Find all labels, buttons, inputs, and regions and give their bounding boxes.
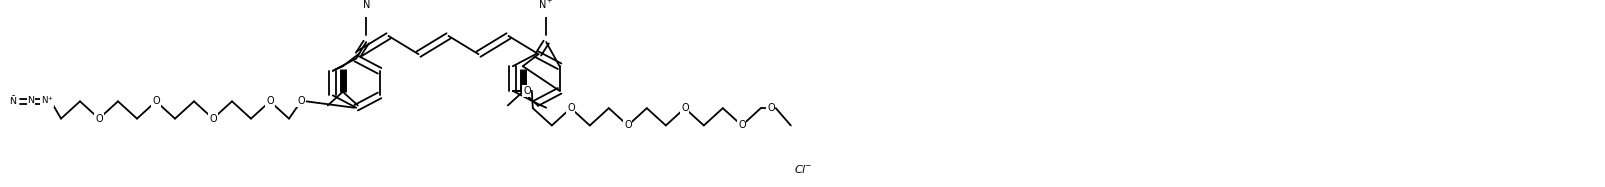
Text: O: O [738,120,745,131]
Text: O: O [767,103,774,113]
Text: O: O [209,114,217,124]
Text: $\mathsf{N^{+}}$: $\mathsf{N^{+}}$ [40,95,53,106]
Text: O: O [523,86,530,96]
Text: O: O [152,96,160,106]
Text: $\mathsf{\bar{N}}$: $\mathsf{\bar{N}}$ [10,94,18,107]
Text: N: N [363,0,369,10]
Text: O: O [624,120,631,131]
Text: N: N [27,96,34,105]
Text: O: O [567,103,575,113]
Text: Cl$^{-}$: Cl$^{-}$ [793,163,812,175]
Text: O: O [95,114,103,124]
Text: O: O [266,96,273,106]
Text: O: O [681,103,689,113]
Text: O: O [297,96,305,106]
Text: $\mathsf{N^+}$: $\mathsf{N^+}$ [538,0,554,11]
